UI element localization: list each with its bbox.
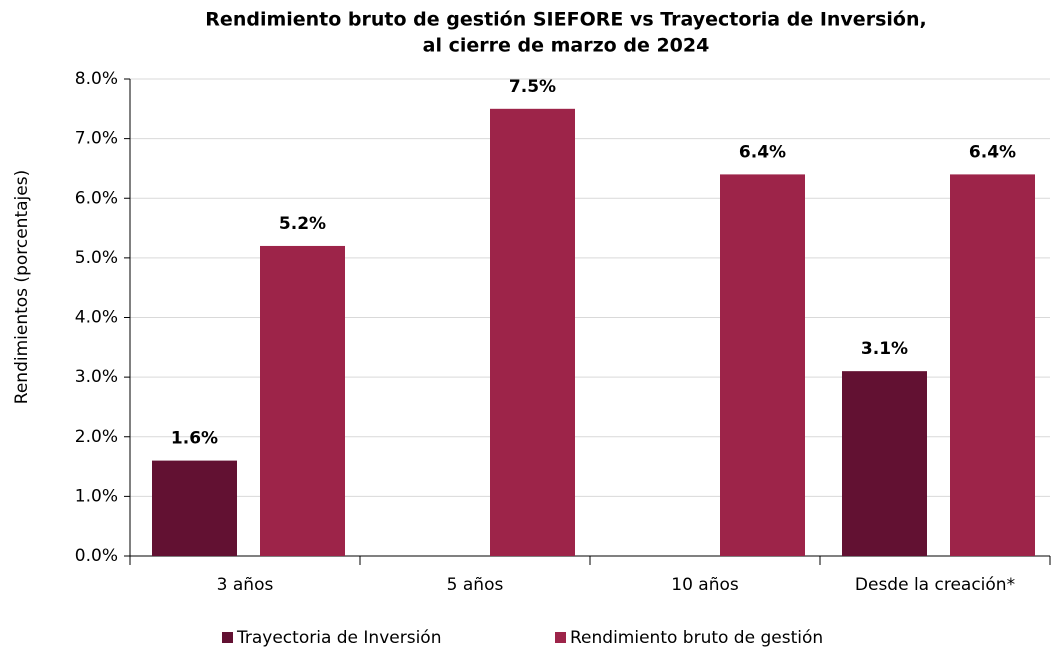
chart-title: Rendimiento bruto de gestión SIEFORE vs …: [205, 9, 926, 31]
chart-title: al cierre de marzo de 2024: [423, 35, 710, 57]
value-label: 1.6%: [171, 429, 218, 449]
y-axis-label: Rendimientos (porcentajes): [12, 170, 32, 404]
value-label: 5.2%: [279, 214, 326, 234]
x-tick-label: 10 años: [671, 575, 739, 595]
y-tick-label: 6.0%: [75, 188, 118, 208]
value-label: 6.4%: [969, 142, 1016, 162]
y-tick-label: 4.0%: [75, 308, 118, 328]
x-tick-label: Desde la creación*: [855, 575, 1015, 595]
legend-swatch: [555, 632, 566, 643]
y-tick-label: 8.0%: [75, 69, 118, 89]
value-label: 3.1%: [861, 339, 908, 359]
value-label: 7.5%: [509, 77, 556, 97]
y-tick-label: 0.0%: [75, 546, 118, 566]
bar: [260, 245, 345, 556]
y-tick-label: 1.0%: [75, 486, 118, 506]
bar: [842, 371, 927, 556]
bar: [950, 174, 1035, 556]
x-tick-label: 3 años: [217, 575, 274, 595]
value-label: 6.4%: [739, 142, 786, 162]
x-tick-label: 5 años: [447, 575, 504, 595]
legend-label: Rendimiento bruto de gestión: [570, 628, 823, 648]
bar: [720, 174, 805, 556]
y-tick-label: 5.0%: [75, 248, 118, 268]
y-tick-label: 2.0%: [75, 427, 118, 447]
legend-swatch: [222, 632, 233, 643]
legend-label: Trayectoria de Inversión: [236, 628, 441, 648]
y-tick-label: 7.0%: [75, 129, 118, 149]
bar: [490, 108, 575, 556]
y-tick-label: 3.0%: [75, 367, 118, 387]
bar: [152, 460, 237, 556]
